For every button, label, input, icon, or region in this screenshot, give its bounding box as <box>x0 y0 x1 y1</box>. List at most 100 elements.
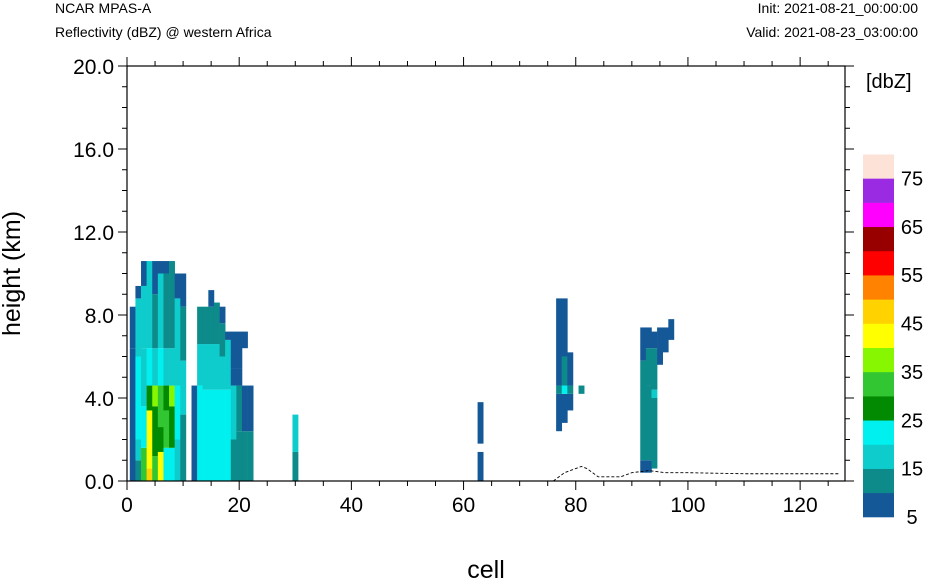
colorbar-box <box>863 347 894 373</box>
reflectivity-cell <box>152 294 159 349</box>
reflectivity-cell <box>477 402 484 444</box>
reflectivity-cell <box>219 356 226 390</box>
colorbar-box <box>863 492 894 518</box>
reflectivity-cell <box>191 385 198 481</box>
reflectivity-cell <box>157 427 164 452</box>
reflectivity-cell <box>292 451 299 481</box>
reflectivity-cell <box>163 273 170 349</box>
reflectivity-cell <box>135 439 142 461</box>
reflectivity-cell <box>645 348 652 386</box>
reflectivity-cell <box>247 385 254 432</box>
reflectivity-cell <box>174 273 181 299</box>
reflectivity-cell <box>651 348 658 390</box>
reflectivity-cell <box>152 456 159 481</box>
reflectivity-cell <box>230 368 237 386</box>
colorbar-box <box>863 444 894 469</box>
reflectivity-cell <box>129 306 136 349</box>
reflectivity-cell <box>169 348 175 386</box>
reflectivity-cell <box>180 306 187 361</box>
reflectivity-cell <box>567 352 574 386</box>
reflectivity-cell <box>645 385 652 461</box>
reflectivity-cell <box>180 273 187 307</box>
reflectivity-cell <box>292 414 299 452</box>
reflectivity-cell <box>213 344 220 390</box>
reflectivity-cell <box>241 331 248 349</box>
model-name: NCAR MPAS-A <box>55 0 152 16</box>
axis-ticks <box>118 57 854 490</box>
reflectivity-cell <box>157 451 164 481</box>
reflectivity-cell <box>651 331 658 349</box>
reflectivity-cell <box>169 261 175 349</box>
reflectivity-cell <box>219 306 226 324</box>
reflectivity-cell <box>202 306 209 345</box>
y-axis-label: height (km) <box>0 211 26 336</box>
reflectivity-cell <box>202 389 209 481</box>
reflectivity-cell <box>561 393 568 423</box>
reflectivity-cell <box>197 385 204 481</box>
reflectivity-cell <box>657 327 663 365</box>
reflectivity-cell <box>129 348 136 440</box>
x-tick-label: 80 <box>564 494 587 517</box>
reflectivity-cell <box>230 439 237 481</box>
reflectivity-cell <box>180 414 187 481</box>
reflectivity-cell <box>225 331 232 340</box>
reflectivity-cell <box>157 273 164 349</box>
colorbar-label: 5 <box>906 507 917 529</box>
reflectivity-cell <box>236 368 243 386</box>
reflectivity-cell <box>556 393 563 432</box>
reflectivity-cell <box>225 389 232 481</box>
reflectivity-cell <box>157 261 164 274</box>
reflectivity-cell <box>157 348 164 386</box>
colorbar-label: 45 <box>901 314 923 336</box>
reflectivity-cell <box>225 339 232 390</box>
terrain-profile <box>553 465 840 482</box>
reflectivity-cell <box>141 285 147 349</box>
y-tick-label: 8.0 <box>85 305 114 328</box>
reflectivity-cell <box>208 306 215 345</box>
reflectivity-cell <box>141 261 147 286</box>
reflectivity-cell <box>662 327 669 353</box>
y-tick-label: 4.0 <box>85 388 114 411</box>
reflectivity-cell <box>208 290 215 307</box>
colorbar-box <box>863 299 894 324</box>
reflectivity-cell <box>180 360 187 415</box>
reflectivity-cell <box>135 298 142 357</box>
reflectivity-cell <box>174 298 181 386</box>
reflectivity-cells <box>129 261 675 481</box>
reflectivity-cell <box>561 356 568 386</box>
colorbar-box <box>863 323 894 348</box>
reflectivity-cell <box>241 431 248 481</box>
colorbar-box <box>863 154 894 179</box>
reflectivity-cell <box>169 406 175 448</box>
reflectivity-cell <box>135 356 142 440</box>
reflectivity-cell <box>152 385 159 407</box>
reflectivity-cell <box>645 327 652 349</box>
reflectivity-cell <box>197 344 204 386</box>
reflectivity-cell <box>169 385 175 407</box>
x-axis-label: cell <box>467 556 505 580</box>
init-time: Init: 2021-08-21_00:00:00 <box>757 0 918 16</box>
reflectivity-cell <box>668 319 675 340</box>
reflectivity-cell <box>163 261 170 274</box>
reflectivity-cell <box>135 285 142 299</box>
reflectivity-cell <box>247 431 254 481</box>
y-tick-labels: 0.0 4.0 8.0 12.0 16.0 20.0 <box>73 56 114 494</box>
reflectivity-cell <box>141 447 147 481</box>
reflectivity-cell <box>169 447 175 481</box>
colorbar-box <box>863 130 894 155</box>
reflectivity-cell <box>152 261 159 295</box>
colorbar-box <box>863 371 894 397</box>
colorbar-label: 75 <box>901 168 923 190</box>
x-tick-label: 0 <box>121 494 133 517</box>
reflectivity-cell <box>202 344 209 390</box>
reflectivity-cell <box>163 348 170 386</box>
reflectivity-cell <box>163 447 170 481</box>
reflectivity-cell <box>219 323 226 357</box>
reflectivity-cell <box>640 360 647 461</box>
reflectivity-cell <box>241 385 248 432</box>
reflectivity-cell <box>567 385 574 394</box>
reflectivity-cell <box>477 451 484 481</box>
reflectivity-cell <box>135 460 142 481</box>
colorbar-box <box>863 275 894 300</box>
reflectivity-cell <box>152 406 159 457</box>
